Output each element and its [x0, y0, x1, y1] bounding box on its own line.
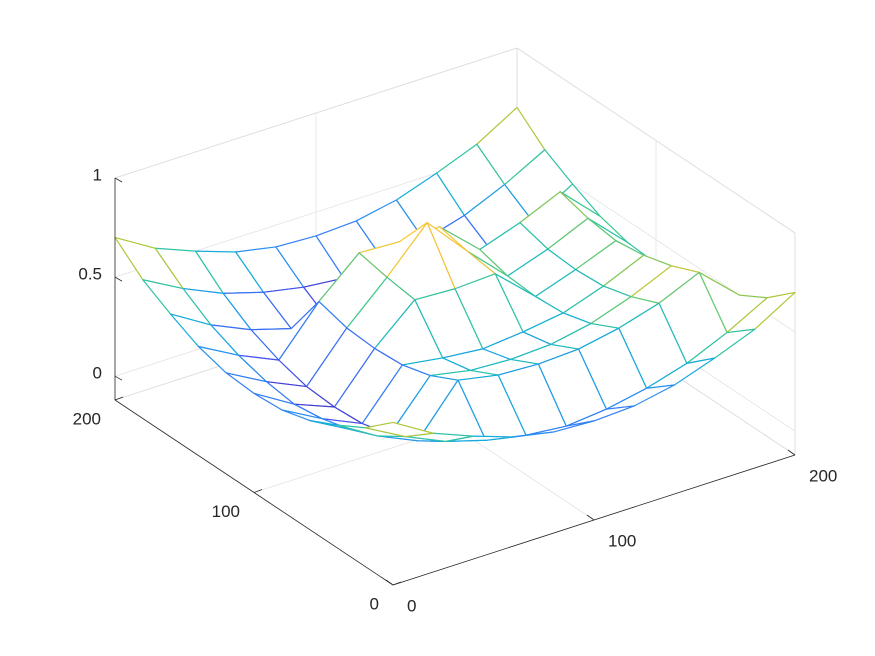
box-edge: [516, 47, 796, 234]
x-tick-label: 0: [407, 596, 416, 615]
x-tick-label: 100: [608, 531, 636, 550]
box-edge: [114, 47, 518, 179]
z-tick: [114, 375, 123, 381]
y-tick-label: 100: [212, 502, 240, 521]
x-tick: [787, 449, 796, 456]
x-tick: [385, 579, 394, 586]
z-tick: [114, 177, 123, 183]
x-tick: [586, 514, 595, 521]
y-tick-label: 0: [370, 594, 379, 613]
z-tick-label: 1: [93, 165, 102, 184]
y-tick: [392, 581, 402, 586]
z-tick-label: 0.5: [78, 265, 102, 284]
mesh-cell: [364, 421, 434, 438]
y-tick: [253, 489, 263, 493]
x-tick-label: 200: [809, 466, 837, 485]
y-tick: [114, 396, 124, 401]
y-tick-label: 200: [73, 409, 101, 428]
z-tick: [114, 276, 123, 282]
z-tick-label: 0: [93, 364, 102, 383]
